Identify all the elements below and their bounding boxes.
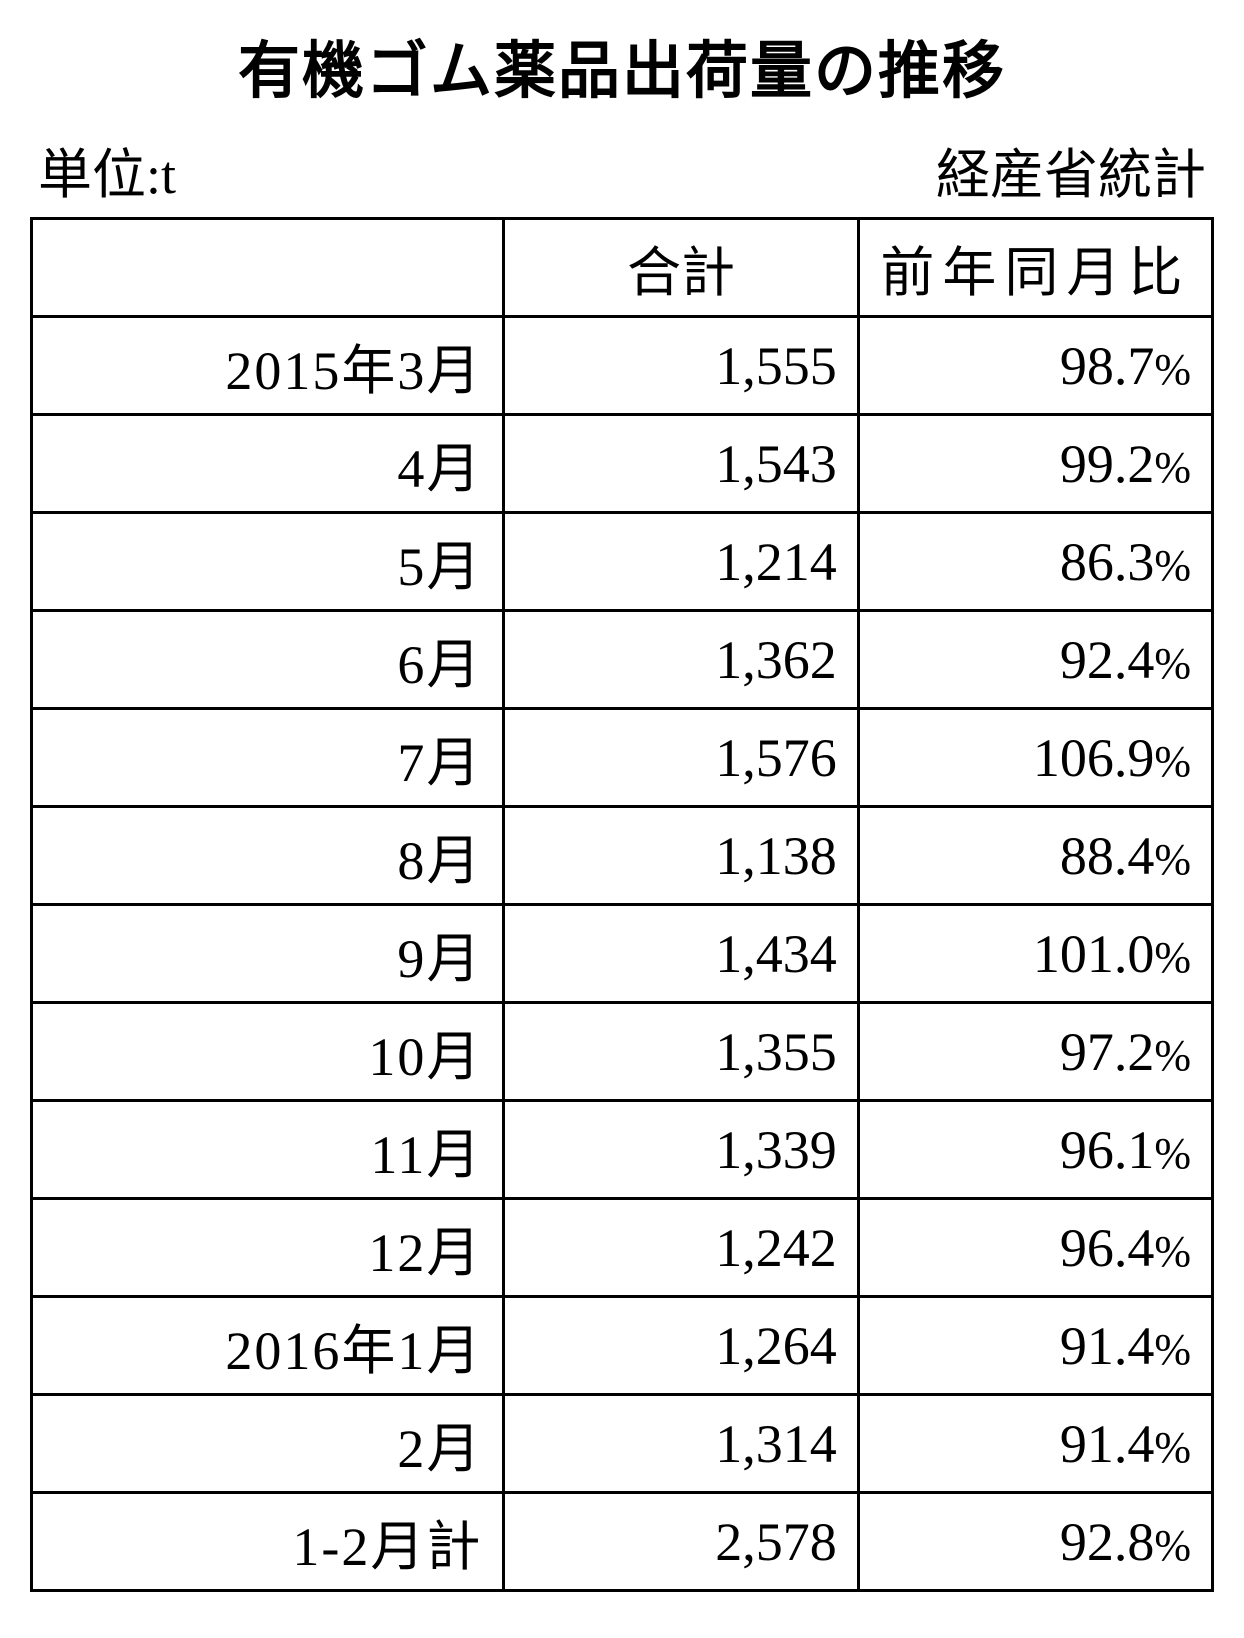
cell-total: 1,138 [504, 807, 858, 905]
cell-total: 1,434 [504, 905, 858, 1003]
cell-yoy: 99.2% [858, 415, 1212, 513]
table-row: 4月1,54399.2% [32, 415, 1213, 513]
yoy-value: 99.2 [1060, 434, 1155, 494]
table-row: 10月1,35597.2% [32, 1003, 1213, 1101]
cell-period: 1-2月計 [32, 1493, 504, 1591]
percent-sign: % [1154, 1325, 1191, 1374]
table-header-row: 合計 前年同月比 [32, 219, 1213, 317]
header-total: 合計 [504, 219, 858, 317]
percent-sign: % [1154, 835, 1191, 884]
percent-sign: % [1154, 1129, 1191, 1178]
cell-period: 2016年1月 [32, 1297, 504, 1395]
cell-period: 9月 [32, 905, 504, 1003]
cell-total: 1,242 [504, 1199, 858, 1297]
cell-period: 7月 [32, 709, 504, 807]
percent-sign: % [1154, 1031, 1191, 1080]
cell-total: 1,214 [504, 513, 858, 611]
cell-yoy: 96.4% [858, 1199, 1212, 1297]
cell-total: 1,314 [504, 1395, 858, 1493]
cell-yoy: 91.4% [858, 1297, 1212, 1395]
header-period [32, 219, 504, 317]
shipment-table: 合計 前年同月比 2015年3月1,55598.7%4月1,54399.2%5月… [30, 217, 1214, 1592]
yoy-value: 101.0 [1033, 924, 1155, 984]
yoy-value: 91.4 [1060, 1316, 1155, 1376]
cell-period: 5月 [32, 513, 504, 611]
source-label: 経産省統計 [936, 130, 1206, 209]
header-yoy: 前年同月比 [858, 219, 1212, 317]
table-row: 2015年3月1,55598.7% [32, 317, 1213, 415]
percent-sign: % [1154, 1423, 1191, 1472]
percent-sign: % [1154, 1227, 1191, 1276]
yoy-value: 96.1 [1060, 1120, 1155, 1180]
yoy-value: 91.4 [1060, 1414, 1155, 1474]
cell-total: 1,576 [504, 709, 858, 807]
subtitle-row: 単位:t 経産省統計 [30, 130, 1214, 209]
yoy-value: 92.8 [1060, 1512, 1155, 1572]
cell-period: 12月 [32, 1199, 504, 1297]
page-title: 有機ゴム薬品出荷量の推移 [30, 20, 1214, 110]
cell-yoy: 101.0% [858, 905, 1212, 1003]
yoy-value: 97.2 [1060, 1022, 1155, 1082]
table-row: 6月1,36292.4% [32, 611, 1213, 709]
cell-total: 1,355 [504, 1003, 858, 1101]
cell-yoy: 96.1% [858, 1101, 1212, 1199]
cell-total: 1,339 [504, 1101, 858, 1199]
table-row: 11月1,33996.1% [32, 1101, 1213, 1199]
cell-period: 2015年3月 [32, 317, 504, 415]
cell-period: 6月 [32, 611, 504, 709]
cell-period: 11月 [32, 1101, 504, 1199]
percent-sign: % [1154, 1521, 1191, 1570]
cell-total: 1,362 [504, 611, 858, 709]
percent-sign: % [1154, 443, 1191, 492]
yoy-value: 98.7 [1060, 336, 1155, 396]
cell-yoy: 91.4% [858, 1395, 1212, 1493]
table-row: 5月1,21486.3% [32, 513, 1213, 611]
cell-total: 1,543 [504, 415, 858, 513]
unit-label: 単位:t [38, 130, 176, 209]
cell-period: 2月 [32, 1395, 504, 1493]
table-row: 2月1,31491.4% [32, 1395, 1213, 1493]
cell-period: 8月 [32, 807, 504, 905]
table-row: 9月1,434101.0% [32, 905, 1213, 1003]
cell-total: 2,578 [504, 1493, 858, 1591]
cell-yoy: 106.9% [858, 709, 1212, 807]
percent-sign: % [1154, 639, 1191, 688]
cell-yoy: 98.7% [858, 317, 1212, 415]
cell-yoy: 97.2% [858, 1003, 1212, 1101]
table-row: 1-2月計2,57892.8% [32, 1493, 1213, 1591]
cell-total: 1,555 [504, 317, 858, 415]
percent-sign: % [1154, 933, 1191, 982]
cell-yoy: 92.4% [858, 611, 1212, 709]
percent-sign: % [1154, 541, 1191, 590]
cell-period: 10月 [32, 1003, 504, 1101]
yoy-value: 88.4 [1060, 826, 1155, 886]
percent-sign: % [1154, 345, 1191, 394]
cell-yoy: 86.3% [858, 513, 1212, 611]
table-row: 7月1,576106.9% [32, 709, 1213, 807]
table-row: 8月1,13888.4% [32, 807, 1213, 905]
cell-period: 4月 [32, 415, 504, 513]
yoy-value: 86.3 [1060, 532, 1155, 592]
cell-total: 1,264 [504, 1297, 858, 1395]
cell-yoy: 92.8% [858, 1493, 1212, 1591]
yoy-value: 96.4 [1060, 1218, 1155, 1278]
yoy-value: 106.9 [1033, 728, 1155, 788]
yoy-value: 92.4 [1060, 630, 1155, 690]
cell-yoy: 88.4% [858, 807, 1212, 905]
table-row: 2016年1月1,26491.4% [32, 1297, 1213, 1395]
percent-sign: % [1154, 737, 1191, 786]
table-row: 12月1,24296.4% [32, 1199, 1213, 1297]
